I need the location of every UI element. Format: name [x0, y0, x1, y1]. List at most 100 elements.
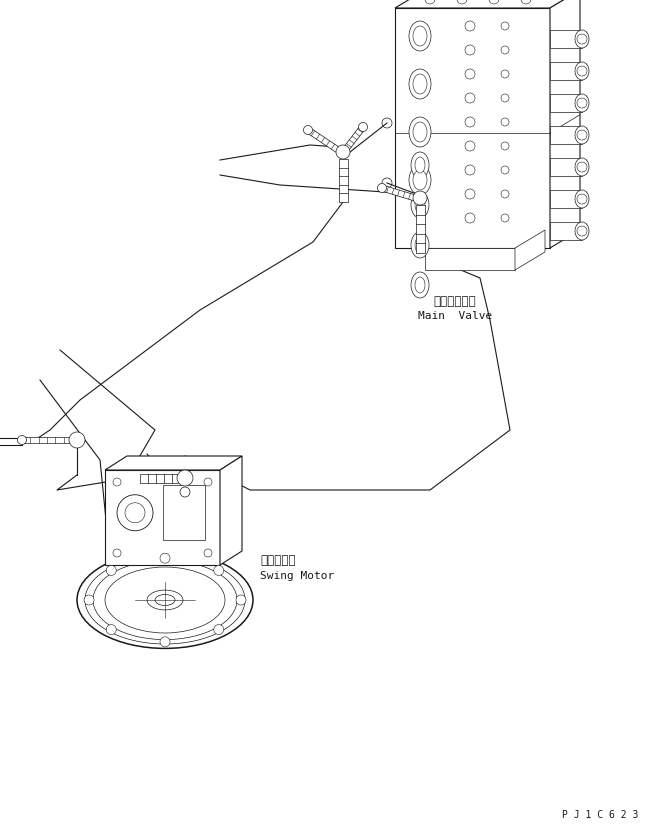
Circle shape [106, 625, 116, 635]
Ellipse shape [105, 567, 225, 633]
Circle shape [236, 595, 246, 605]
Polygon shape [515, 230, 545, 270]
Ellipse shape [409, 21, 431, 51]
Circle shape [18, 436, 27, 445]
Circle shape [577, 162, 587, 172]
Ellipse shape [411, 152, 429, 178]
Text: Main  Valve: Main Valve [418, 311, 492, 321]
Polygon shape [22, 437, 72, 443]
Circle shape [465, 141, 475, 151]
Circle shape [577, 130, 587, 140]
Ellipse shape [575, 62, 589, 80]
Bar [163, 485, 205, 540]
Circle shape [577, 66, 587, 76]
Circle shape [501, 142, 509, 150]
Circle shape [501, 70, 509, 78]
Ellipse shape [411, 232, 429, 258]
Ellipse shape [413, 122, 427, 142]
Ellipse shape [575, 222, 589, 240]
Polygon shape [220, 456, 242, 565]
Ellipse shape [77, 551, 253, 648]
Ellipse shape [413, 170, 427, 190]
Circle shape [204, 549, 212, 557]
Circle shape [577, 194, 587, 204]
Circle shape [382, 178, 392, 188]
Bar [550, 190, 582, 208]
Bar [550, 94, 582, 112]
Circle shape [465, 45, 475, 55]
Polygon shape [105, 456, 242, 470]
Circle shape [489, 0, 499, 4]
Circle shape [177, 470, 193, 486]
Circle shape [113, 478, 121, 486]
Text: 旋回モータ: 旋回モータ [260, 553, 296, 566]
Circle shape [117, 495, 153, 531]
Circle shape [125, 503, 145, 523]
Circle shape [84, 595, 94, 605]
Ellipse shape [415, 197, 425, 213]
Ellipse shape [415, 157, 425, 173]
Bar [550, 158, 582, 176]
Circle shape [358, 122, 367, 132]
Circle shape [577, 34, 587, 44]
Polygon shape [381, 185, 416, 201]
Ellipse shape [575, 30, 589, 48]
Ellipse shape [413, 26, 427, 46]
Circle shape [501, 214, 509, 222]
Bar [105, 470, 220, 565]
Ellipse shape [85, 556, 245, 644]
Ellipse shape [93, 561, 237, 640]
Text: P J 1 C 6 2 3: P J 1 C 6 2 3 [561, 810, 638, 820]
Bar [550, 62, 582, 80]
Ellipse shape [411, 192, 429, 218]
Ellipse shape [155, 595, 175, 606]
Bar [395, 8, 550, 248]
Circle shape [501, 166, 509, 174]
Polygon shape [343, 125, 365, 151]
Ellipse shape [413, 74, 427, 94]
Polygon shape [339, 159, 347, 202]
Circle shape [457, 0, 467, 4]
Bar [550, 30, 582, 48]
Circle shape [214, 625, 224, 635]
Circle shape [204, 478, 212, 486]
Circle shape [501, 94, 509, 102]
Circle shape [214, 566, 224, 576]
Circle shape [465, 69, 475, 79]
Circle shape [465, 117, 475, 127]
Text: Swing Motor: Swing Motor [260, 571, 334, 581]
Circle shape [577, 226, 587, 236]
Circle shape [465, 165, 475, 175]
Circle shape [501, 118, 509, 126]
Polygon shape [140, 473, 180, 482]
Circle shape [501, 22, 509, 30]
Circle shape [113, 549, 121, 557]
Circle shape [378, 183, 387, 192]
Bar [550, 126, 582, 144]
Bar [425, 248, 515, 270]
Circle shape [425, 0, 435, 4]
Ellipse shape [575, 94, 589, 112]
Circle shape [336, 145, 350, 159]
Ellipse shape [409, 69, 431, 99]
Ellipse shape [575, 190, 589, 208]
Circle shape [465, 189, 475, 199]
Circle shape [382, 118, 392, 128]
Circle shape [106, 566, 116, 576]
Ellipse shape [575, 126, 589, 144]
Bar [550, 222, 582, 240]
Ellipse shape [147, 590, 183, 610]
Circle shape [577, 98, 587, 108]
Ellipse shape [415, 237, 425, 253]
Circle shape [160, 553, 170, 563]
Ellipse shape [415, 277, 425, 293]
Ellipse shape [409, 165, 431, 195]
Polygon shape [415, 205, 424, 253]
Text: メインバルブ: メインバルブ [434, 295, 476, 308]
Polygon shape [395, 0, 580, 8]
Polygon shape [306, 127, 339, 152]
Circle shape [521, 0, 531, 4]
Ellipse shape [411, 272, 429, 298]
Circle shape [69, 432, 85, 448]
Circle shape [465, 21, 475, 31]
